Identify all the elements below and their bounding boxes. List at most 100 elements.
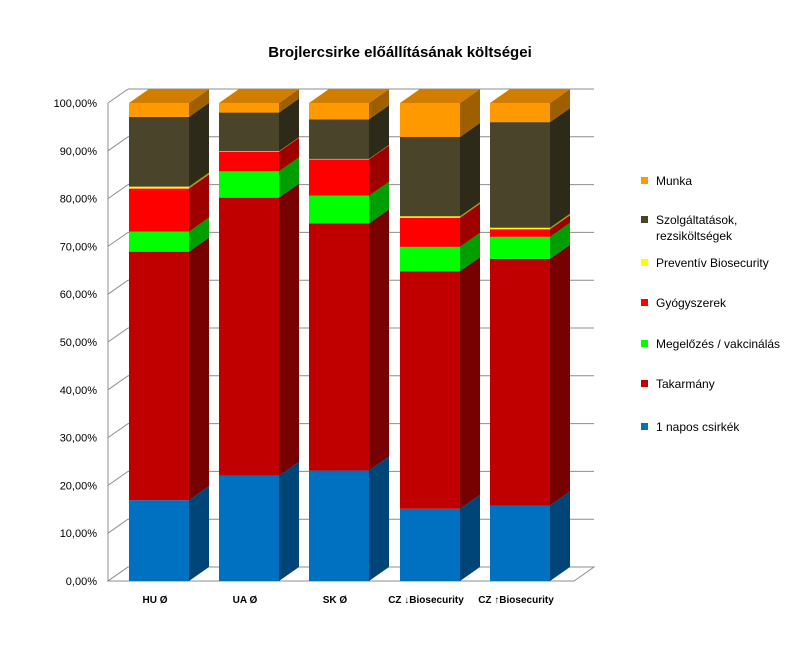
bar-segment-side: [189, 174, 209, 232]
bar-segment-side: [189, 102, 209, 187]
x-tick-label: CZ ↓Biosecurity: [388, 595, 464, 606]
y-tick-label: 40,00%: [60, 385, 98, 397]
bar-segment: [129, 186, 189, 189]
legend-item: Megelőzés / vakcinálás: [641, 336, 799, 352]
bar-segment-side: [369, 144, 389, 160]
y-tick-label: 50,00%: [60, 337, 98, 349]
bar-segment-side: [460, 122, 480, 217]
bar-segment: [400, 216, 460, 218]
y-tick-label: 100,00%: [54, 98, 98, 110]
bar-top: [400, 89, 480, 103]
bar-top: [219, 89, 299, 103]
bar-segment: [219, 112, 279, 152]
grid-diagonal: [107, 88, 129, 104]
bar-segment-side: [460, 89, 480, 137]
bar-segment-side: [369, 209, 389, 471]
bar-segment: [219, 171, 279, 198]
bar-segment: [219, 151, 279, 172]
legend-label: Preventív Biosecurity: [656, 256, 769, 270]
x-tick-label: HU Ø: [143, 595, 168, 606]
bar-segment-side: [460, 257, 480, 509]
bar-segment: [490, 122, 550, 228]
grid-diagonal: [107, 375, 129, 391]
bar-segment-side: [550, 215, 570, 237]
bar-segment: [400, 217, 460, 247]
bar-segment-side: [279, 183, 299, 476]
legend-item: Preventív Biosecurity: [641, 255, 799, 271]
bar-segment: [490, 236, 550, 259]
bar-top: [490, 89, 570, 103]
bar-segment: [490, 229, 550, 237]
y-tick-label: 30,00%: [60, 433, 98, 445]
legend-label: Gyógyszerek: [656, 296, 727, 310]
bar-segment-side: [189, 486, 209, 581]
x-tick-label: CZ ↑Biosecurity: [478, 595, 554, 606]
chart-title: Brojlercsirke előállításának költségei: [268, 44, 532, 61]
legend-item: Munka: [641, 173, 799, 189]
bar-segment: [400, 136, 460, 217]
bar-segment-side: [460, 202, 480, 218]
bar-segment-side: [189, 217, 209, 252]
bar-segment-side: [460, 232, 480, 272]
grid-diagonal: [107, 231, 129, 247]
grid-diagonal: [107, 136, 129, 152]
legend-item: 1 napos csirkék: [641, 419, 799, 435]
legend-swatch: [641, 299, 648, 306]
bar-segment: [400, 508, 460, 581]
bar-segment: [129, 103, 189, 117]
x-tick-label: SK Ø: [323, 595, 348, 606]
legend-item: Takarmány: [641, 376, 799, 392]
legend-item: Szolgáltatások, rezsiköltségek: [641, 212, 799, 244]
bar-segment-side: [279, 137, 299, 172]
legend-swatch: [641, 340, 648, 347]
bar-segment: [309, 103, 369, 120]
bar-segment: [129, 188, 189, 232]
bar-top: [309, 89, 389, 103]
bar-segment-side: [279, 157, 299, 198]
bar-segment-side: [189, 237, 209, 501]
legend-label: Munka: [656, 174, 693, 188]
bar-segment: [490, 227, 550, 230]
bar-segment-side: [550, 213, 570, 230]
y-tick-label: 90,00%: [60, 146, 98, 158]
bar-segment: [129, 500, 189, 581]
bar-segment: [490, 505, 550, 581]
legend-item: Gyógyszerek: [641, 295, 799, 311]
grid-diagonal: [107, 279, 129, 295]
bar-segment-side: [550, 491, 570, 581]
bar-segment: [129, 231, 189, 252]
legend-swatch: [641, 216, 648, 223]
bar-segment-side: [369, 105, 389, 159]
bar-segment-side: [550, 108, 570, 228]
bar-segment: [400, 246, 460, 272]
bar-segment-side: [369, 181, 389, 224]
bar-segment-side: [550, 89, 570, 123]
legend-swatch: [641, 177, 648, 184]
y-tick-label: 70,00%: [60, 241, 98, 253]
bar-segment: [129, 251, 189, 501]
grid-diagonal: [107, 327, 129, 343]
bar-segment-side: [550, 244, 570, 506]
bar-segment: [309, 159, 369, 196]
legend-swatch: [641, 423, 648, 430]
grid-diagonal: [107, 423, 129, 439]
grid-diagonal: [107, 184, 129, 200]
bar-segment-side: [460, 203, 480, 247]
bar-top: [129, 89, 209, 103]
bar-segment-side: [369, 456, 389, 581]
bar-segment-side: [189, 172, 209, 189]
legend-label: Szolgáltatások, rezsiköltségek: [656, 213, 738, 243]
bar-segment-side: [460, 494, 480, 581]
bar-segment: [309, 119, 369, 159]
legend-label: Megelőzés / vakcinálás: [656, 337, 781, 351]
bar-segment: [309, 195, 369, 224]
bar-segment: [490, 258, 550, 506]
bar-segment-side: [279, 137, 299, 152]
bar-segment: [309, 223, 369, 471]
grid-diagonal: [107, 470, 129, 486]
bar-segment: [490, 103, 550, 123]
bar-segment-side: [279, 98, 299, 152]
bar-segment-side: [189, 89, 209, 117]
bar-segment: [309, 470, 369, 581]
